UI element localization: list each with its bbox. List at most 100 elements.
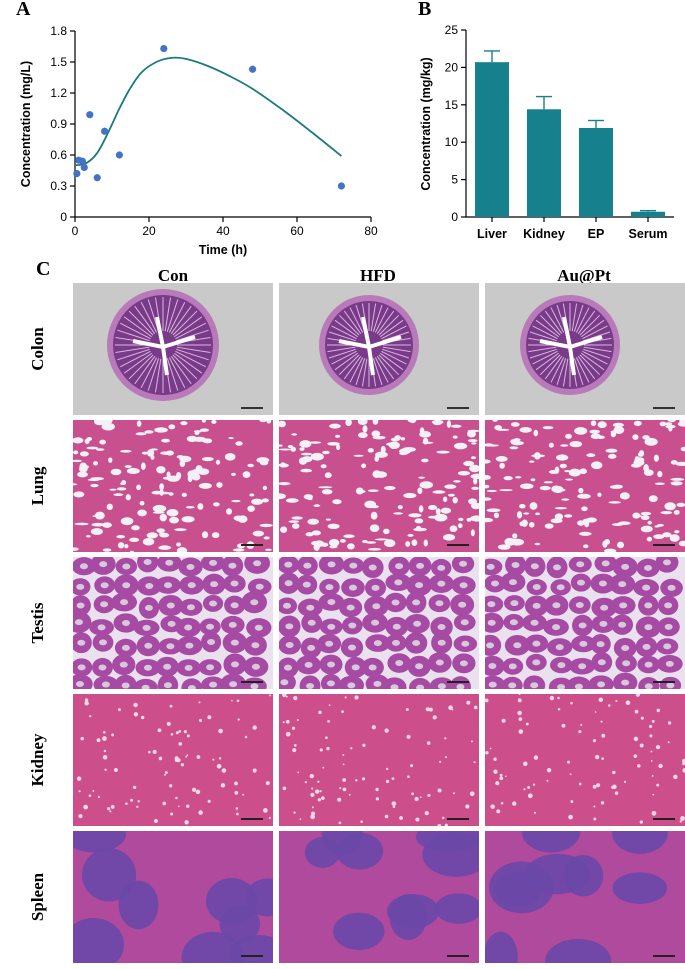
kidney-tubule	[253, 770, 256, 773]
tubule-lumen	[576, 561, 585, 568]
kidney-tubule	[410, 764, 414, 768]
tubule-lumen	[209, 681, 218, 688]
kidney-tubule	[391, 801, 397, 806]
kidney-tubule	[546, 767, 552, 773]
kidney-tubule	[342, 778, 347, 782]
lung-alveolus	[590, 433, 601, 440]
chart-b-y-tick-label: 10	[445, 135, 459, 149]
lung-alveolus	[577, 493, 591, 499]
kidney-tubule	[285, 731, 291, 737]
lung-alveolus	[141, 451, 149, 455]
lung-alveolus	[499, 462, 505, 469]
tubule-lumen	[348, 622, 357, 629]
colon-crypt	[381, 350, 407, 365]
colon-crypt	[174, 316, 203, 338]
kidney-tubule	[136, 805, 139, 808]
tubule-lumen	[229, 681, 238, 688]
tubule-lumen	[461, 640, 470, 647]
lung-alveolus	[653, 454, 659, 462]
lung-alveolus	[169, 516, 179, 524]
chart-a-data-point	[93, 174, 101, 182]
chart-a-data-point	[86, 111, 94, 119]
kidney-tubule	[325, 736, 328, 740]
kidney-tubule	[623, 780, 627, 783]
colon-lumen	[539, 316, 603, 376]
tubule-lumen	[99, 561, 108, 568]
lung-alveolus	[74, 522, 89, 526]
lung-alveolus	[613, 426, 625, 435]
lung-alveolus	[443, 496, 448, 503]
lung-alveolus	[657, 523, 664, 527]
lung-alveolus	[87, 478, 100, 482]
kidney-tubule	[592, 784, 597, 789]
lung-alveolus	[95, 448, 105, 451]
lung-alveolus	[496, 428, 510, 431]
lung-alveolus	[152, 511, 165, 514]
lung-alveolus	[279, 482, 291, 486]
tubule-lumen	[555, 644, 564, 651]
tubule-lumen	[373, 640, 382, 647]
kidney-tubule	[570, 800, 574, 804]
lung-alveolus	[343, 534, 355, 538]
lung-alveolus	[301, 456, 313, 463]
kidney-tubule	[78, 814, 83, 819]
tubule-lumen	[598, 580, 607, 587]
lung-alveolus	[181, 516, 195, 523]
lung-alveolus	[192, 436, 207, 442]
lung-alveolus	[109, 488, 117, 491]
kidney-tubule	[311, 806, 314, 809]
spleen-white-pulp	[333, 912, 385, 951]
lung-alveolus	[99, 439, 107, 445]
tubule-lumen	[303, 562, 312, 569]
histology-image-testis	[279, 557, 479, 689]
lung-alveolus	[324, 472, 332, 479]
lung-alveolus	[416, 525, 422, 530]
lung-alveolus	[457, 471, 471, 476]
lung-alveolus	[417, 487, 423, 495]
kidney-tubule	[296, 718, 299, 722]
lung-alveolus	[144, 430, 154, 434]
row-header-kidney: Kidney	[18, 694, 58, 826]
kidney-tubule	[152, 749, 157, 754]
column-header-hfd: HFD	[360, 266, 396, 285]
histology-image-lung	[279, 420, 479, 552]
lung-alveolus	[384, 539, 396, 548]
tubule-lumen	[371, 619, 380, 626]
lung-alveolus	[198, 482, 212, 489]
lung-alveolus	[568, 468, 581, 477]
tubule-lumen	[230, 580, 239, 587]
kidney-tubule	[104, 768, 107, 771]
lung-alveolus	[94, 511, 105, 520]
kidney-tubule	[311, 787, 314, 790]
kidney-tubule	[682, 768, 685, 773]
lung-alveolus	[531, 454, 546, 458]
lung-alveolus	[640, 525, 653, 533]
tubule-lumen	[75, 680, 84, 687]
kidney-tubule	[170, 732, 174, 736]
lung-alveolus	[374, 538, 389, 541]
lung-alveolus	[414, 518, 424, 524]
spleen-white-pulp	[563, 854, 604, 897]
tubule-lumen	[348, 644, 357, 651]
kidney-tubule	[185, 755, 188, 758]
lung-alveolus	[677, 462, 682, 465]
lung-alveolus	[154, 427, 168, 433]
kidney-tubule	[207, 715, 212, 720]
lung-alveolus	[79, 462, 87, 471]
lung-alveolus	[117, 542, 125, 549]
lung-alveolus	[411, 539, 418, 546]
colon-crypt	[562, 358, 569, 387]
lung-alveolus	[380, 445, 386, 454]
lung-alveolus	[166, 509, 179, 517]
panel-label-a: A	[16, 0, 31, 20]
tubule-lumen	[508, 682, 517, 689]
lung-alveolus	[259, 420, 267, 423]
kidney-tubule	[384, 728, 389, 733]
tubule-lumen	[394, 579, 403, 586]
kidney-tubule	[102, 730, 106, 734]
tubule-lumen	[163, 682, 172, 689]
kidney-tubule	[237, 718, 240, 721]
lung-alveolus	[129, 537, 140, 543]
tubule-lumen	[368, 564, 377, 571]
tubule-lumen	[532, 659, 541, 666]
